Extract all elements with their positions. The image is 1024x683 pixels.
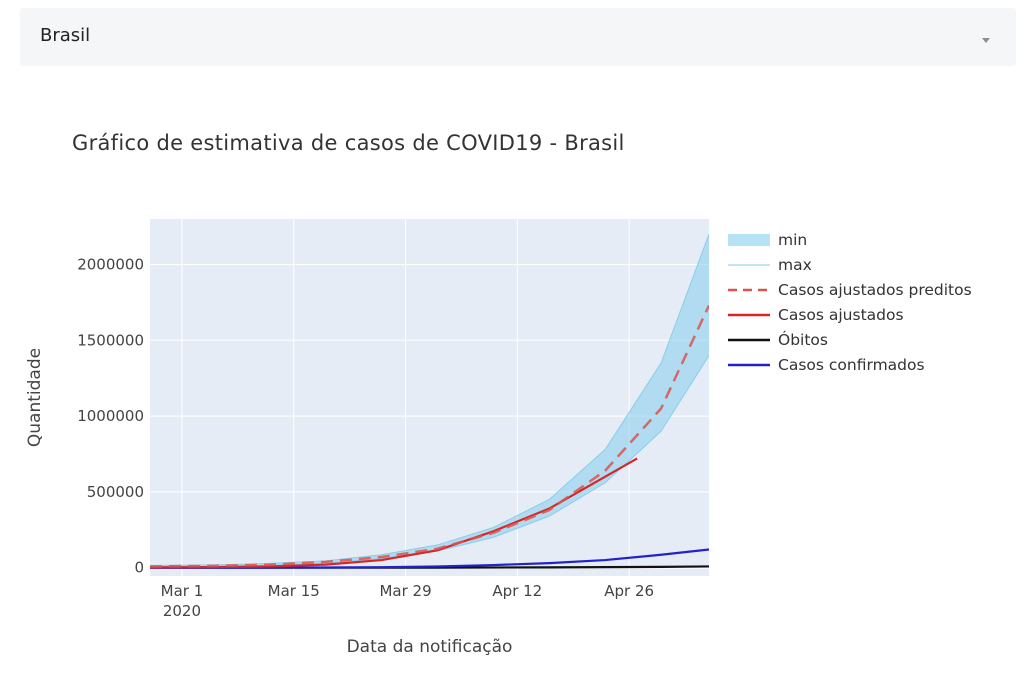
series-line-casos-confirmados	[150, 548, 709, 569]
x-tick-label: Mar 1	[161, 582, 204, 600]
dropdown-selected-value: Brasil	[40, 25, 91, 46]
x-tick-label: Mar 29	[379, 582, 431, 600]
y-tick-label: 2000000	[77, 255, 144, 273]
legend-label: max	[778, 256, 812, 274]
x-tick-label: Apr 26	[604, 582, 654, 600]
y-tick-label: 0	[134, 559, 144, 577]
legend-item[interactable]: Casos ajustados	[728, 306, 904, 324]
legend-label: Óbitos	[778, 330, 828, 349]
legend-label: Casos ajustados preditos	[778, 281, 972, 299]
legend-label: Casos ajustados	[778, 306, 904, 324]
x-tick-label: Mar 15	[268, 582, 320, 600]
legend-label: min	[778, 231, 807, 249]
series-band-min-max	[150, 234, 709, 567]
y-tick-label: 1000000	[77, 407, 144, 425]
legend-swatch	[728, 234, 770, 246]
legend-item[interactable]: Óbitos	[728, 330, 828, 349]
y-tick-label: 1500000	[77, 331, 144, 349]
x-tick-sublabel: 2020	[163, 602, 201, 620]
y-axis-title: Quantidade	[25, 348, 45, 447]
y-tick-label: 500000	[87, 483, 144, 501]
legend-item[interactable]: Casos confirmados	[728, 356, 925, 374]
legend-item[interactable]: max	[728, 256, 812, 274]
series-line-casos-ajustados-preditos	[150, 304, 709, 568]
chart-title: Gráfico de estimativa de casos de COVID1…	[72, 131, 625, 155]
x-axis-title: Data da notificação	[347, 637, 513, 657]
country-dropdown[interactable]: Brasil	[20, 8, 1016, 66]
legend-item[interactable]: min	[728, 231, 807, 249]
plot-area	[150, 219, 709, 576]
series-line-casos-ajustados	[150, 457, 638, 569]
x-tick-label: Apr 12	[492, 582, 542, 600]
legend-label: Casos confirmados	[778, 356, 925, 374]
legend-item[interactable]: Casos ajustados preditos	[728, 281, 972, 299]
chevron-down-icon[interactable]	[982, 38, 990, 43]
